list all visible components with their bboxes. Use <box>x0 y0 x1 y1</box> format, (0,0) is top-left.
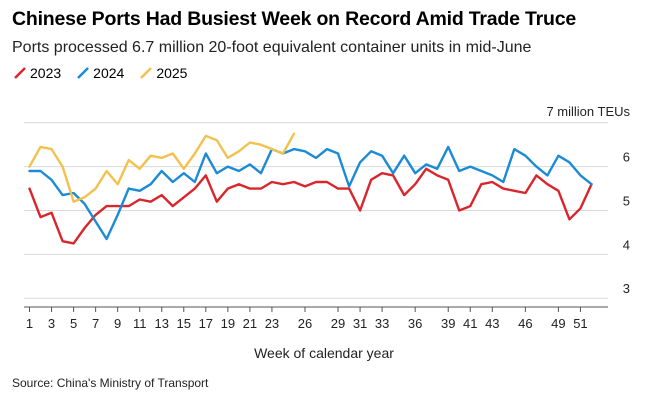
x-tick-label: 15 <box>177 316 191 331</box>
x-tick-label: 19 <box>221 316 235 331</box>
source-note: Source: China's Ministry of Transport <box>12 376 209 390</box>
x-tick-label: 31 <box>353 316 367 331</box>
x-tick-label: 26 <box>298 316 312 331</box>
legend-swatch-2024 <box>77 67 90 79</box>
x-tick-label: 33 <box>375 316 389 331</box>
legend-item-2025: 2025 <box>140 65 187 81</box>
x-axis-title: Week of calendar year <box>254 345 394 361</box>
legend-swatch-2025 <box>140 67 153 79</box>
x-tick-label: 43 <box>485 316 499 331</box>
legend-item-2023: 2023 <box>14 65 61 81</box>
x-tick-label: 39 <box>441 316 455 331</box>
chart-title: Chinese Ports Had Busiest Week on Record… <box>12 8 577 30</box>
x-tick-label: 29 <box>331 316 345 331</box>
y-tick-label: 5 <box>623 194 630 209</box>
y-tick-label: 3 <box>623 281 630 296</box>
x-tick-label: 1 <box>26 316 33 331</box>
x-tick-label: 46 <box>518 316 532 331</box>
x-tick-label: 49 <box>551 316 565 331</box>
legend-item-2024: 2024 <box>77 65 124 81</box>
x-tick-label: 36 <box>408 316 422 331</box>
legend-label-2024: 2024 <box>93 65 125 81</box>
x-tick-label: 9 <box>114 316 121 331</box>
series-line-2025 <box>28 132 296 203</box>
series-line-2023 <box>28 167 593 245</box>
chart-subtitle: Ports processed 6.7 million 20-foot equi… <box>12 39 532 56</box>
legend-label-2025: 2025 <box>156 65 188 81</box>
x-tick-label: 13 <box>155 316 169 331</box>
x-tick-label: 41 <box>463 316 477 331</box>
y-unit-label: 7 million TEUs <box>546 104 630 119</box>
x-tick-label: 11 <box>133 316 147 331</box>
legend: 2023 2024 2025 <box>14 65 187 81</box>
legend-swatch-2023 <box>14 67 26 79</box>
x-tick-label: 3 <box>48 316 55 331</box>
x-tick-label: 23 <box>265 316 279 331</box>
series-line-2024 <box>28 145 593 241</box>
x-tick-label: 7 <box>92 316 99 331</box>
y-tick-label: 6 <box>623 150 630 165</box>
x-tick-label: 51 <box>573 316 587 331</box>
x-tick-label: 5 <box>70 316 77 331</box>
y-tick-label: 4 <box>623 237 630 252</box>
x-tick-label: 21 <box>243 316 257 331</box>
x-tick-label: 17 <box>199 316 213 331</box>
legend-label-2023: 2023 <box>30 65 62 81</box>
